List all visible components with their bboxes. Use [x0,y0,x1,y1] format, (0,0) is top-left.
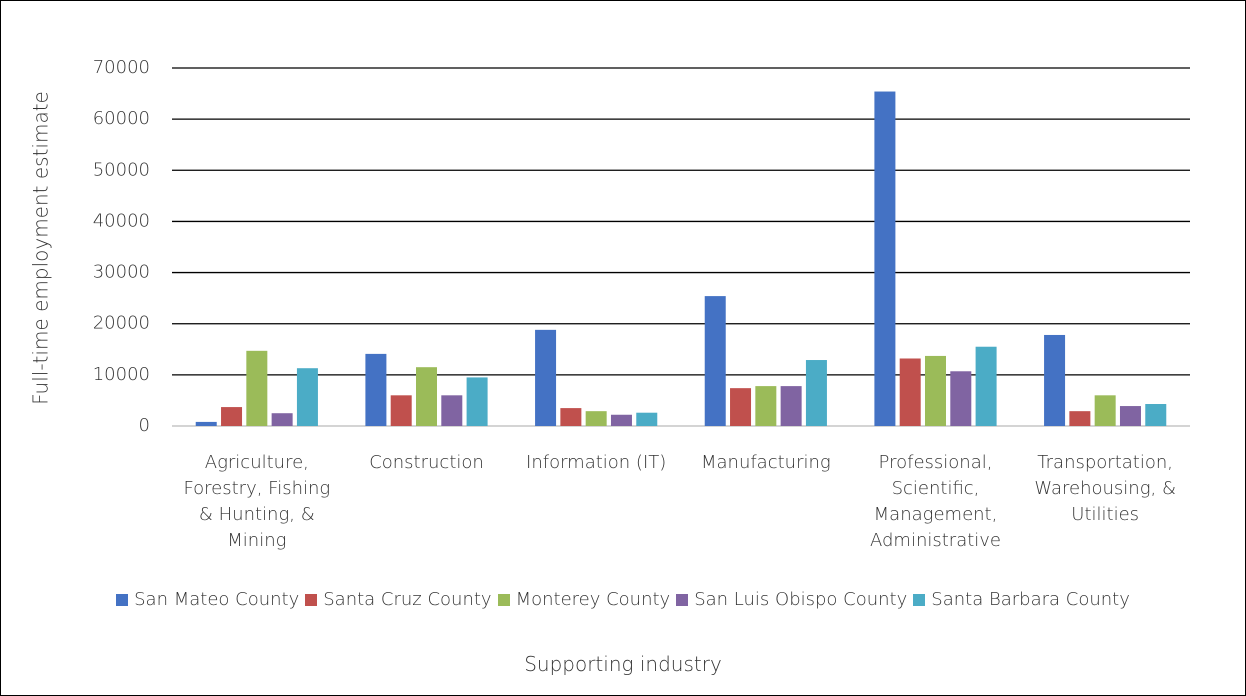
bar [925,355,946,426]
legend-swatch [305,593,318,606]
legend-item: Monterey County [497,589,671,610]
legend-item: San Mateo County [116,589,299,610]
bar [755,386,777,426]
x-tick-label: Manufacturing [700,452,831,473]
legend: San Mateo County Santa Cruz County Montere… [0,589,1246,610]
bar [975,346,997,426]
legend-item: Santa Barbara County [913,589,1130,610]
x-tick-label: Transportation, Warehousing, & Utilities [1034,452,1176,525]
bar [195,421,217,426]
bar [365,353,387,426]
bar [221,407,243,426]
y-tick-label: 40000 [93,210,150,231]
legend-swatch [497,593,510,606]
bar [805,360,827,426]
bar [585,411,607,426]
legend-label: San Mateo County [134,589,300,610]
bar [1044,334,1066,426]
bar [1094,395,1116,426]
legend-label: San Luis Obispo County [694,589,908,610]
bar [535,329,557,426]
bar [246,350,268,426]
bar [610,414,632,426]
bar [899,358,921,426]
x-tick-label: Construction [369,452,484,473]
bar [730,388,752,426]
bar [416,367,437,426]
x-axis-title: Supporting industry [524,652,722,676]
bar [874,91,896,427]
x-tick-label: Agriculture, Forestry, Fishing & Hunting… [183,452,331,551]
x-tick-label: Information (IT) [526,452,667,473]
legend-swatch [676,593,689,606]
legend-label: Santa Cruz County [323,589,492,610]
bar [560,408,582,426]
bar [636,412,658,426]
legend-swatch [913,593,926,606]
bar [1069,411,1091,426]
y-tick-label: 70000 [93,57,150,78]
bar [441,395,463,426]
bar [296,368,318,426]
bar [950,371,972,426]
legend-swatch [116,593,129,606]
bar [780,386,802,426]
bar [271,413,293,426]
y-tick-label: 50000 [93,159,150,180]
legend-item: San Luis Obispo County [676,589,907,610]
bar [704,296,726,426]
legend-label: Santa Barbara County [931,589,1130,610]
y-axis-title: Full-time employment estimate [29,91,53,405]
legend-label: Monterey County [515,589,671,610]
y-tick-label: 10000 [93,364,150,385]
legend-item: Santa Cruz County [305,589,492,610]
x-tick-label: Professional, Scientific, Management, Ad… [869,452,1002,551]
y-tick-label: 0 [139,415,150,436]
y-tick-label: 30000 [93,262,150,283]
bar [1145,404,1167,426]
y-tick-label: 20000 [93,313,150,334]
bar [390,395,412,426]
bar [1119,406,1141,426]
bar [466,377,488,426]
y-tick-label: 60000 [93,108,150,129]
